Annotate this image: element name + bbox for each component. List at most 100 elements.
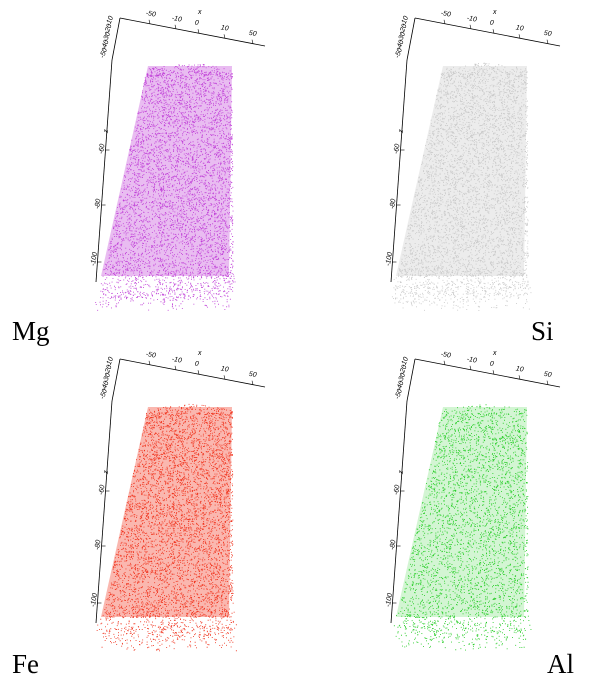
element-label-mg: Mg (12, 316, 50, 346)
z-axis-line (390, 400, 408, 624)
x-tick-label: -10 (171, 15, 182, 24)
z-axis-line (390, 59, 408, 283)
z-tick-label: -100 (385, 252, 394, 267)
x-tick-label: -50 (440, 351, 451, 360)
x-tick (492, 29, 495, 34)
x-tick-label: 0 (194, 19, 199, 27)
y-tick-label: -40 (100, 380, 110, 392)
x-tick (469, 24, 472, 29)
y-tick-label: -20 (399, 364, 409, 376)
x-tick (469, 365, 472, 370)
y-tick-label: -30 (102, 372, 112, 384)
y-tick-label: -10 (105, 15, 115, 27)
x-tick-label: 0 (489, 360, 494, 368)
x-tick-label: 0 (489, 19, 494, 27)
z-axis-line (95, 400, 113, 624)
y-tick-label: -50 (394, 388, 404, 400)
y-tick-label: -40 (395, 39, 405, 51)
z-tick-label: -100 (90, 593, 99, 608)
y-tick-label: -50 (99, 47, 109, 59)
x-tick (546, 380, 549, 385)
y-tick-label: -50 (394, 47, 404, 59)
z-tick-label: -60 (393, 484, 402, 495)
atom-cloud-body (101, 407, 232, 617)
panel-mg: -50 -10 0 10 50 x -10 -20 -30 -40 -50 z -60 -80 -100 M… (0, 0, 295, 345)
x-tick-label: 10 (515, 365, 524, 373)
x-tick-label: 10 (220, 365, 229, 373)
x-tick (223, 34, 226, 39)
y-axis-line (406, 17, 416, 61)
atom-points (96, 403, 237, 652)
x-tick-label: 50 (543, 30, 552, 38)
x-tick (443, 19, 446, 24)
y-tick-label: -10 (400, 356, 410, 368)
x-axis-line (414, 358, 561, 388)
element-label-fe: Fe (12, 649, 39, 679)
x-axis-title: x (197, 9, 202, 16)
x-tick-label: 50 (543, 371, 552, 379)
x-tick (174, 365, 177, 370)
panel-fe: -50 -10 0 10 50 x -10 -20 -30 -40 -50 z -60 -80 -100 F… (0, 341, 295, 681)
y-tick-label: -30 (397, 31, 407, 43)
y-tick-label: -50 (99, 388, 109, 400)
x-tick (251, 380, 254, 385)
x-tick (518, 34, 521, 39)
panel-al: -50 -10 0 10 50 x -10 -20 -30 -40 -50 z -60 -80 -100 A… (295, 341, 590, 681)
x-tick (197, 370, 200, 375)
z-tick-label: -60 (393, 143, 402, 154)
atom-cloud-body (396, 407, 527, 617)
z-tick-label: -100 (385, 593, 394, 608)
x-axis-line (119, 358, 266, 388)
atom-points (95, 64, 236, 311)
y-axis-line (111, 17, 121, 61)
x-axis-title: x (492, 9, 497, 16)
x-tick-label: 10 (515, 24, 524, 32)
x-tick (546, 39, 549, 44)
x-axis-title: x (492, 350, 497, 357)
z-tick-label: -80 (389, 539, 398, 550)
x-tick-label: -50 (440, 10, 451, 19)
x-tick-label: 10 (220, 24, 229, 32)
z-axis-line (95, 59, 113, 283)
z-tick-label: -80 (94, 198, 103, 209)
x-tick-label: 0 (194, 360, 199, 368)
y-tick-label: -10 (400, 15, 410, 27)
z-tick-label: -80 (389, 198, 398, 209)
x-tick-label: 50 (248, 30, 257, 38)
z-tick-label: -60 (98, 484, 107, 495)
z-axis-title: z (102, 128, 110, 134)
atom-cloud-body (101, 66, 232, 276)
x-tick-label: -10 (466, 356, 477, 365)
atom-cloud-body (396, 66, 527, 276)
x-tick (492, 370, 495, 375)
x-axis-line (119, 17, 266, 47)
z-axis-title: z (102, 469, 110, 475)
y-tick-label: -20 (104, 364, 114, 376)
y-tick-label: -20 (399, 23, 409, 35)
x-tick (443, 360, 446, 365)
x-tick-label: -10 (171, 356, 182, 365)
element-label-al: Al (547, 649, 574, 679)
panel-si: -50 -10 0 10 50 x -10 -20 -30 -40 -50 z -60 -80 -100 S… (295, 0, 590, 345)
x-tick (518, 375, 521, 380)
y-tick-label: -40 (100, 39, 110, 51)
y-tick-label: -30 (102, 31, 112, 43)
x-tick (148, 19, 151, 24)
z-axis-title: z (397, 469, 405, 475)
z-tick-label: -100 (90, 252, 99, 267)
element-label-si: Si (531, 316, 554, 346)
x-tick (197, 29, 200, 34)
x-tick (148, 360, 151, 365)
x-axis-title: x (197, 350, 202, 357)
y-tick-label: -10 (105, 356, 115, 368)
x-axis-line (414, 17, 561, 47)
y-tick-label: -40 (395, 380, 405, 392)
x-tick-label: -10 (466, 15, 477, 24)
z-tick-label: -80 (94, 539, 103, 550)
x-tick-label: 50 (248, 371, 257, 379)
